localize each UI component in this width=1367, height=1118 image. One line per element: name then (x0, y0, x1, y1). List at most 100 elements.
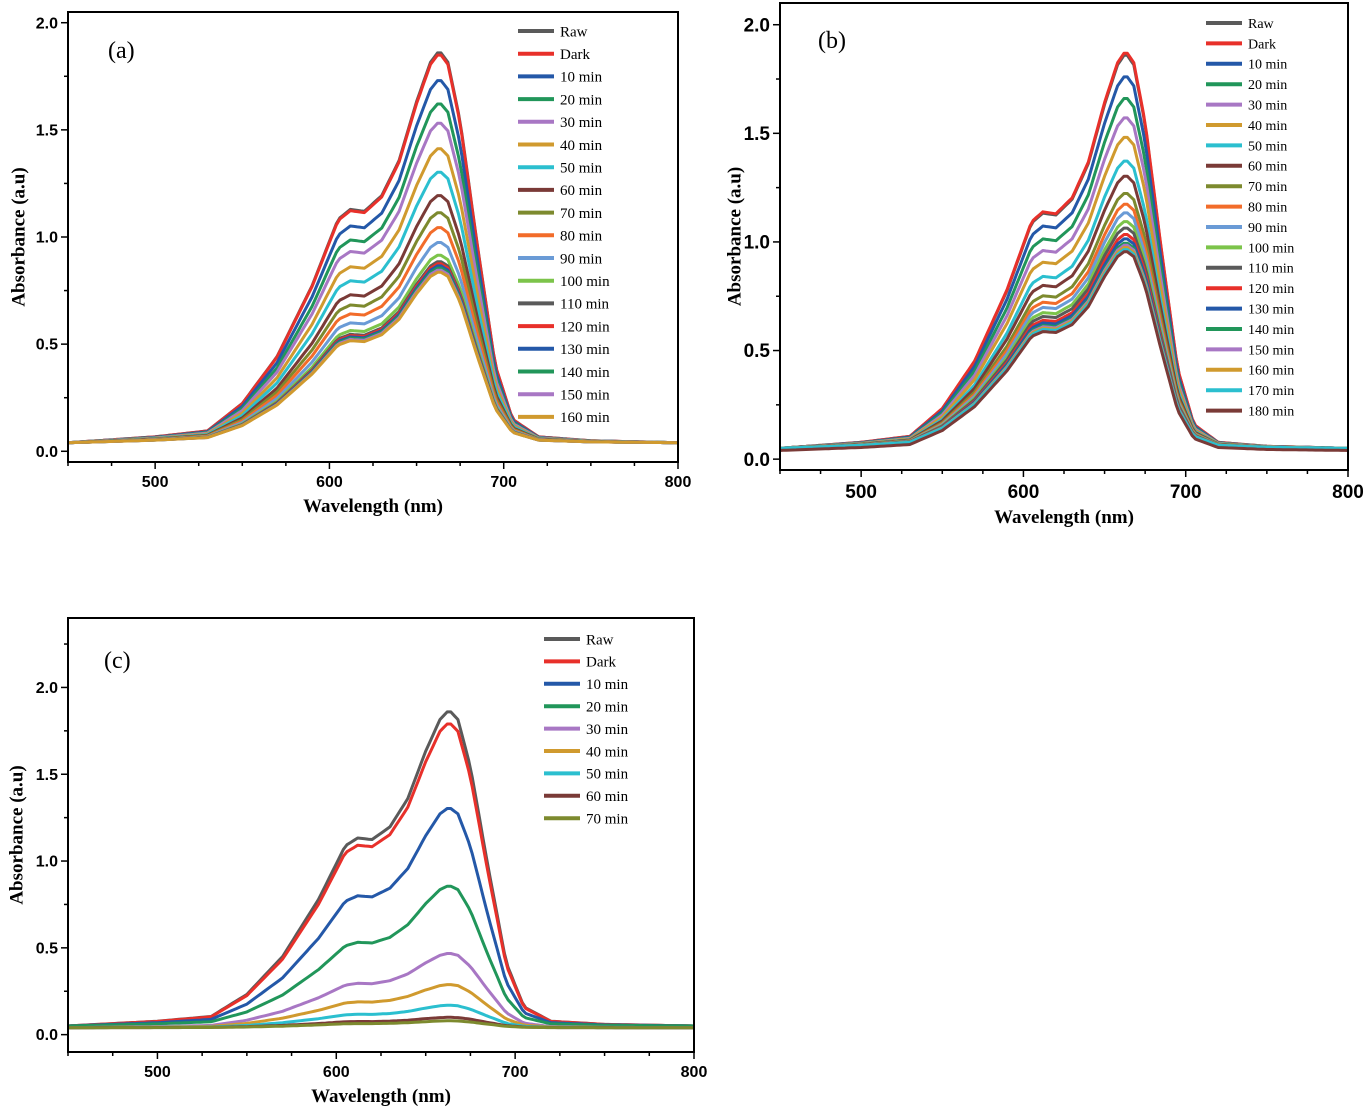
y-tick-label: 1.5 (36, 122, 58, 139)
legend-label: 40 min (560, 138, 603, 154)
y-tick-label: 1.0 (36, 230, 58, 247)
legend-label: 10 min (586, 677, 629, 693)
legend-label: 50 min (560, 160, 603, 176)
legend-label: 110 min (1248, 262, 1294, 277)
x-tick-label: 700 (490, 474, 517, 491)
legend-label: 100 min (560, 274, 610, 290)
series-line-180-min (779, 250, 1349, 452)
y-tick-label: 2.0 (744, 15, 770, 36)
legend-label: 10 min (560, 70, 603, 86)
x-tick-label: 600 (323, 1064, 350, 1081)
series-line-170-min (779, 248, 1349, 450)
y-tick-label: 2.0 (36, 15, 58, 32)
legend-label: Dark (560, 47, 590, 63)
legend-label: 120 min (560, 319, 610, 335)
legend-label: 50 min (586, 767, 629, 783)
legend-label: 70 min (586, 811, 629, 827)
legend-label: 160 min (560, 410, 610, 426)
y-axis-title: Absorbance (a.u) (8, 167, 29, 306)
series-lines (67, 710, 695, 1030)
x-axis-title: Wavelength (nm) (311, 1086, 451, 1107)
series-line-dark (67, 53, 679, 445)
legend-label: 20 min (1248, 78, 1287, 93)
x-tick-label: 600 (1008, 482, 1040, 503)
y-tick-label: 0.5 (36, 940, 58, 957)
series-line-70-min (68, 1019, 694, 1030)
legend-label: Raw (560, 24, 588, 40)
y-axis-title: Absorbance (a.u) (724, 167, 745, 306)
legend-label: 100 min (1248, 241, 1294, 256)
panel-label: (b) (818, 28, 846, 54)
legend-label: 60 min (560, 183, 603, 199)
legend-label: 150 min (560, 387, 610, 403)
y-tick-label: 1.0 (744, 233, 770, 254)
series-lines (67, 51, 679, 445)
legend-label: 60 min (1248, 160, 1287, 175)
chart-panel-1: 500 600 700 800 0.0 0.5 1.0 1.5 2.0 Wavelength (n… (724, 2, 1364, 528)
y-tick-label: 0.5 (36, 337, 58, 354)
legend-label: 30 min (586, 722, 629, 738)
legend-label: 10 min (1248, 58, 1287, 73)
legend-label: 50 min (1248, 139, 1287, 154)
x-tick-label: 700 (502, 1064, 529, 1081)
y-tick-label: 1.0 (36, 854, 58, 871)
y-tick-label: 2.0 (36, 680, 58, 697)
x-tick-label: 800 (1332, 482, 1364, 503)
legend-label: 20 min (560, 92, 603, 108)
x-tick-label: 800 (681, 1064, 708, 1081)
series-line-20-min (67, 884, 695, 1028)
x-axis-title: Wavelength (nm) (994, 507, 1134, 528)
legend-label: 160 min (1248, 364, 1294, 379)
series-line-160-min (67, 270, 678, 445)
series-lines (779, 51, 1349, 452)
y-tick-label: 0.0 (36, 444, 58, 461)
legend-label: 20 min (586, 699, 629, 715)
legend-label: 90 min (1248, 221, 1287, 236)
legend-label: Dark (586, 655, 616, 671)
legend-label: Raw (586, 632, 614, 648)
x-tick-label: 500 (845, 482, 877, 503)
chart-panel-0: 500 600 700 800 0.0 0.5 1.0 1.5 2.0 Wavelength (n… (8, 11, 692, 517)
legend-label: 140 min (560, 365, 610, 381)
panel-label: (a) (108, 38, 135, 64)
legend-label: 40 min (586, 744, 629, 760)
series-line-30-min (68, 952, 694, 1030)
y-tick-label: 1.5 (36, 767, 58, 784)
panel-label: (c) (104, 648, 131, 674)
legend-label: 70 min (1248, 180, 1287, 195)
legend-label: 170 min (1248, 384, 1294, 399)
legend: Raw Dark 10 min 20 min 30 min 40 min 50 min 60 … (544, 632, 629, 827)
x-tick-label: 800 (665, 474, 692, 491)
legend-label: 30 min (560, 115, 603, 131)
plot-frame (779, 2, 1349, 471)
y-tick-label: 0.0 (744, 450, 770, 471)
legend: Raw Dark 10 min 20 min 30 min 40 min 50 min 60 … (518, 24, 610, 426)
legend-label: 70 min (560, 206, 603, 222)
x-tick-label: 500 (144, 1064, 171, 1081)
legend-label: 130 min (1248, 303, 1294, 318)
legend-label: Raw (1248, 17, 1275, 32)
legend-label: 80 min (1248, 201, 1287, 216)
x-tick-label: 500 (142, 474, 169, 491)
x-axis-title: Wavelength (nm) (303, 496, 443, 517)
x-tick-label: 600 (316, 474, 343, 491)
y-tick-label: 0.0 (36, 1027, 58, 1044)
chart-panel-2: 500 600 700 800 0.0 0.5 1.0 1.5 2.0 Wavelength (n… (6, 617, 708, 1107)
legend-label: 40 min (1248, 119, 1287, 134)
legend-label: 110 min (560, 297, 610, 313)
y-axis-title: Absorbance (a.u) (6, 765, 27, 904)
legend-label: 60 min (586, 789, 629, 805)
legend-label: 30 min (1248, 99, 1287, 114)
legend-label: Dark (1248, 37, 1276, 52)
y-tick-label: 1.5 (744, 124, 771, 145)
legend: Raw Dark 10 min 20 min 30 min 40 min 50 min 60 … (1206, 17, 1294, 420)
legend-label: 80 min (560, 229, 603, 245)
legend-label: 90 min (560, 251, 603, 267)
y-tick-label: 0.5 (744, 341, 771, 362)
legend-label: 180 min (1248, 405, 1294, 420)
legend-label: 120 min (1248, 282, 1294, 297)
x-tick-label: 700 (1170, 482, 1202, 503)
legend-label: 150 min (1248, 343, 1294, 358)
legend-label: 130 min (560, 342, 610, 358)
